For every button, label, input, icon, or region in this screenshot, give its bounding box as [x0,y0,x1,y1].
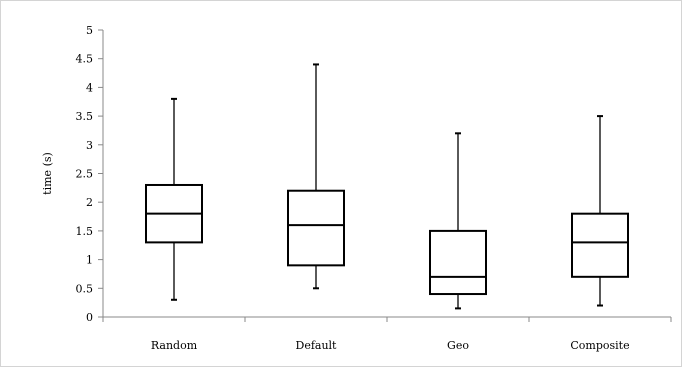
x-category-label: Composite [570,339,629,352]
x-category-label: Default [296,339,338,352]
box-geo [429,132,487,310]
box-random [145,97,203,301]
y-tick-label: 1.5 [76,225,94,238]
y-tick-label: 0.5 [76,282,94,295]
y-axis-label: time (s) [41,152,54,195]
box-default [287,63,345,290]
iqr-box [571,212,629,278]
y-axis: 0 0.5 1 1.5 2 2.5 3 3.5 4 4.5 5 [76,24,104,324]
x-category-label: Random [151,339,198,352]
x-axis: Random Default Geo Composite [102,316,672,352]
y-tick-label: 4.5 [76,53,94,66]
y-tick-label: 3 [86,139,93,152]
box-composite [571,115,629,307]
y-tick-label: 2.5 [76,168,94,181]
y-tick-label: 0 [86,311,93,324]
y-tick-label: 5 [86,24,93,37]
y-tick-label: 2 [86,196,93,209]
box-series [145,63,629,310]
y-tick-label: 3.5 [76,110,94,123]
iqr-box [429,229,487,296]
y-tick-label: 1 [86,254,93,267]
x-category-label: Geo [447,339,469,352]
iqr-box [287,189,345,267]
y-tick-label: 4 [86,81,93,94]
